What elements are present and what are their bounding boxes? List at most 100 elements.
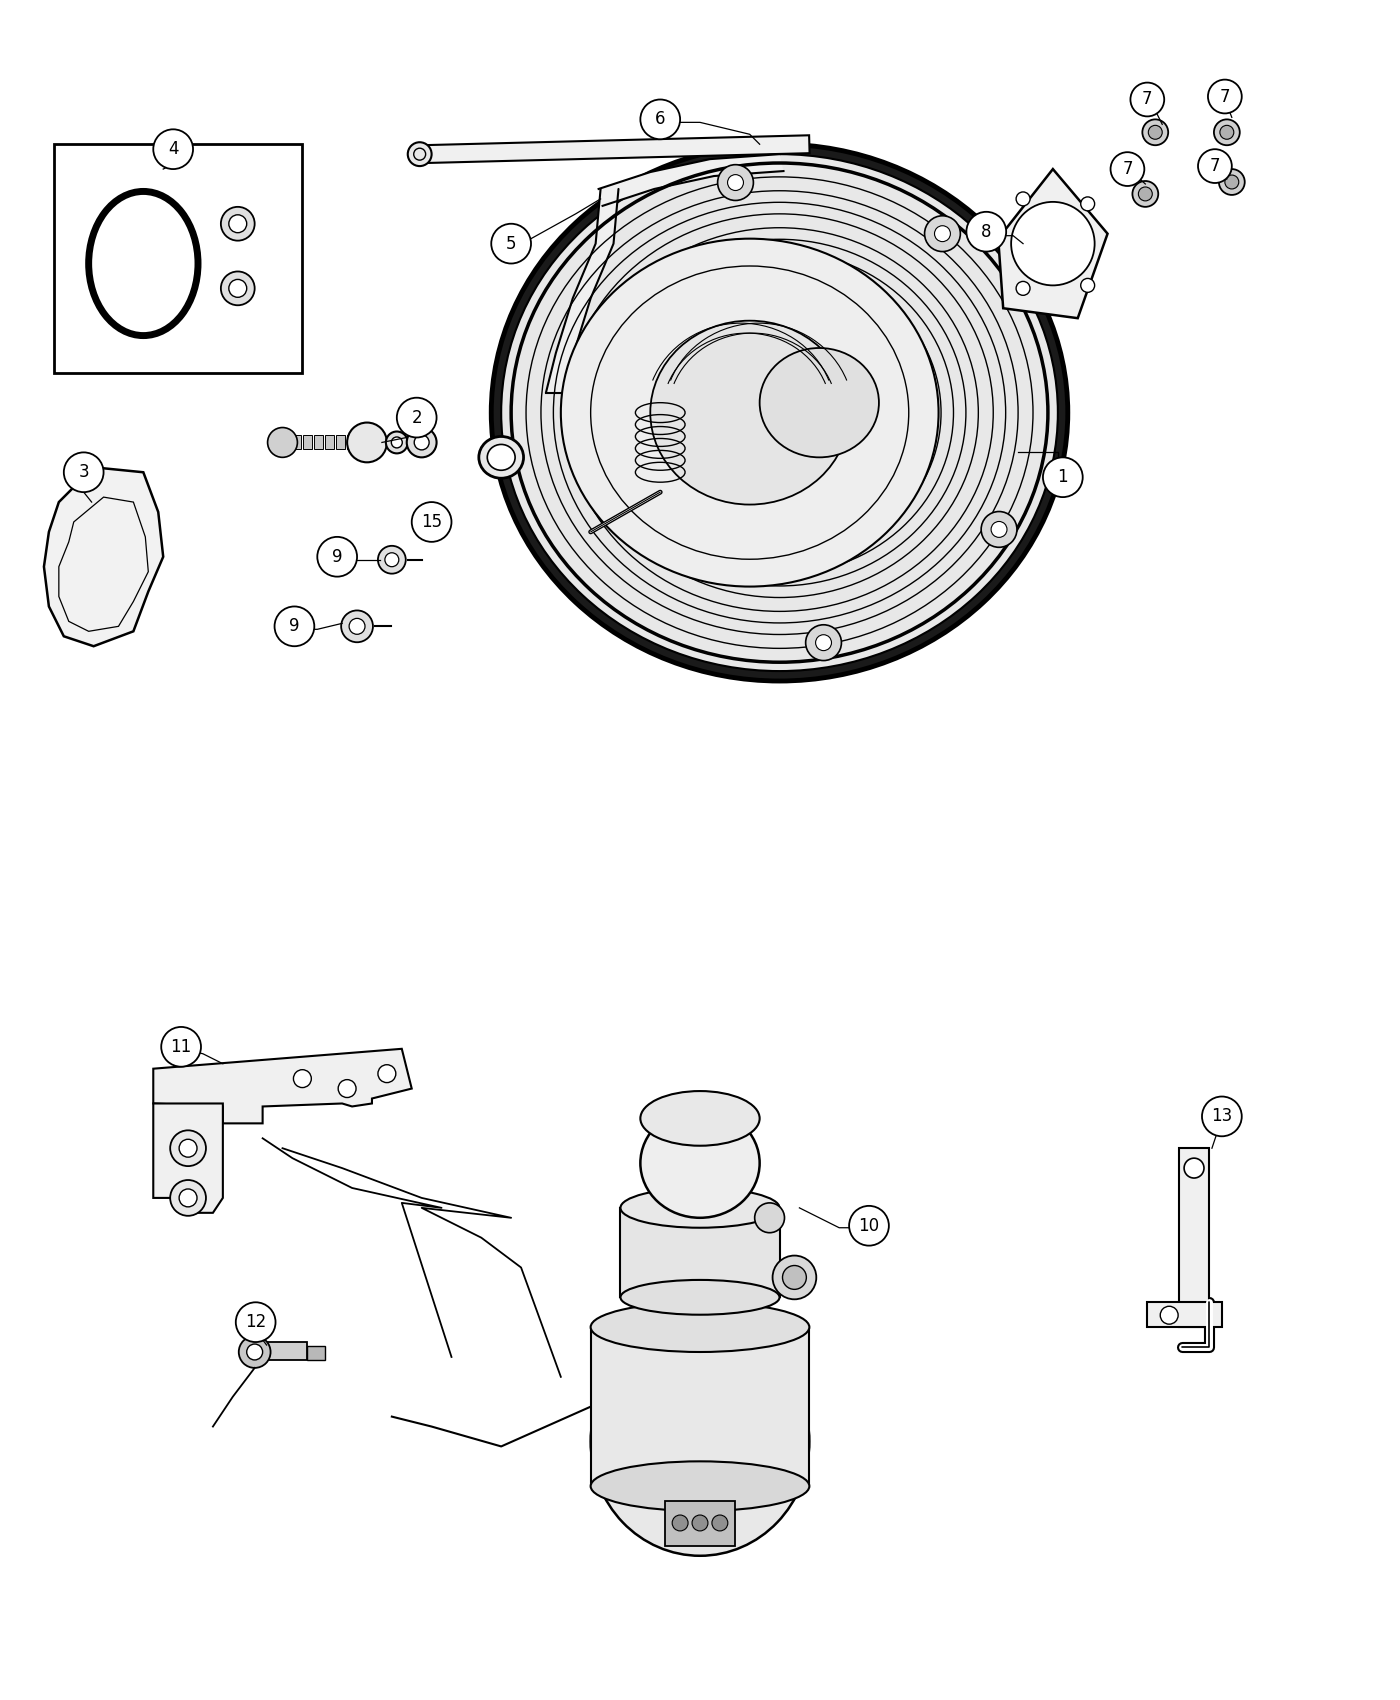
- Circle shape: [991, 522, 1007, 537]
- Circle shape: [412, 502, 451, 542]
- Bar: [308, 1346, 325, 1360]
- Circle shape: [318, 537, 357, 576]
- Circle shape: [1138, 187, 1152, 201]
- Circle shape: [816, 634, 832, 651]
- Circle shape: [783, 1265, 806, 1289]
- Circle shape: [171, 1180, 206, 1216]
- Bar: [620, 1209, 780, 1297]
- Ellipse shape: [760, 348, 879, 457]
- Circle shape: [1043, 457, 1082, 496]
- Ellipse shape: [591, 1462, 809, 1511]
- Circle shape: [378, 1064, 396, 1083]
- Circle shape: [850, 1205, 889, 1246]
- Text: 11: 11: [171, 1037, 192, 1056]
- Circle shape: [339, 1080, 356, 1098]
- Bar: [1179, 1148, 1210, 1328]
- Circle shape: [171, 1130, 206, 1166]
- Circle shape: [246, 1345, 263, 1360]
- Circle shape: [672, 1515, 687, 1532]
- Circle shape: [396, 398, 437, 437]
- Circle shape: [1184, 1158, 1204, 1178]
- Ellipse shape: [650, 321, 850, 505]
- Circle shape: [755, 1204, 784, 1232]
- Circle shape: [728, 175, 743, 190]
- Circle shape: [1133, 180, 1158, 207]
- Polygon shape: [43, 468, 164, 646]
- Circle shape: [1016, 192, 1030, 206]
- Circle shape: [221, 207, 255, 241]
- Circle shape: [385, 552, 399, 566]
- Ellipse shape: [591, 1302, 809, 1352]
- Bar: [325, 435, 335, 449]
- Circle shape: [1203, 1096, 1242, 1136]
- Ellipse shape: [491, 144, 1068, 682]
- Circle shape: [718, 165, 753, 201]
- Circle shape: [966, 212, 1007, 252]
- Circle shape: [1214, 119, 1240, 144]
- Ellipse shape: [591, 1328, 809, 1556]
- Circle shape: [1208, 80, 1242, 114]
- Text: 3: 3: [78, 464, 90, 481]
- Polygon shape: [153, 1103, 223, 1212]
- Text: 6: 6: [655, 110, 665, 129]
- Ellipse shape: [487, 444, 515, 471]
- Text: 7: 7: [1219, 87, 1231, 105]
- Bar: [336, 435, 346, 449]
- Circle shape: [805, 626, 841, 661]
- Bar: [304, 435, 312, 449]
- Text: 9: 9: [290, 617, 300, 636]
- Circle shape: [1016, 282, 1030, 296]
- Text: 10: 10: [858, 1217, 879, 1234]
- Circle shape: [491, 224, 531, 264]
- Polygon shape: [546, 189, 619, 393]
- Text: 9: 9: [332, 547, 343, 566]
- Circle shape: [1225, 175, 1239, 189]
- Ellipse shape: [407, 427, 437, 457]
- Circle shape: [407, 143, 431, 167]
- Bar: [421, 136, 809, 163]
- Polygon shape: [153, 1049, 412, 1124]
- Ellipse shape: [501, 155, 1058, 672]
- Circle shape: [153, 129, 193, 168]
- Bar: [1148, 1302, 1222, 1328]
- Text: 7: 7: [1123, 160, 1133, 178]
- Bar: [293, 435, 301, 449]
- Ellipse shape: [620, 1280, 780, 1314]
- Circle shape: [274, 607, 315, 646]
- Circle shape: [1219, 168, 1245, 196]
- Circle shape: [228, 279, 246, 298]
- Circle shape: [1198, 150, 1232, 184]
- Text: 4: 4: [168, 139, 178, 158]
- Text: 8: 8: [981, 223, 991, 241]
- Circle shape: [1142, 119, 1168, 144]
- Ellipse shape: [640, 1091, 760, 1146]
- Text: 1: 1: [1057, 468, 1068, 486]
- Circle shape: [1161, 1306, 1179, 1324]
- Circle shape: [378, 546, 406, 573]
- Ellipse shape: [392, 437, 402, 447]
- Text: 12: 12: [245, 1312, 266, 1331]
- Circle shape: [228, 214, 246, 233]
- Ellipse shape: [640, 1108, 760, 1217]
- Circle shape: [179, 1188, 197, 1207]
- Circle shape: [294, 1069, 311, 1088]
- Ellipse shape: [479, 437, 524, 478]
- Ellipse shape: [620, 1188, 780, 1227]
- Circle shape: [221, 272, 255, 306]
- Circle shape: [1110, 153, 1144, 185]
- Text: 2: 2: [412, 408, 421, 427]
- Circle shape: [1081, 279, 1095, 292]
- Circle shape: [1219, 126, 1233, 139]
- Text: 13: 13: [1211, 1107, 1232, 1125]
- Bar: [665, 1501, 735, 1545]
- Ellipse shape: [561, 238, 938, 586]
- Circle shape: [1130, 83, 1165, 116]
- Bar: [263, 1341, 308, 1360]
- Bar: [315, 435, 323, 449]
- Bar: [591, 1328, 809, 1486]
- Text: 7: 7: [1142, 90, 1152, 109]
- Circle shape: [981, 512, 1016, 547]
- Circle shape: [161, 1027, 202, 1066]
- Bar: [347, 435, 356, 449]
- Circle shape: [349, 619, 365, 634]
